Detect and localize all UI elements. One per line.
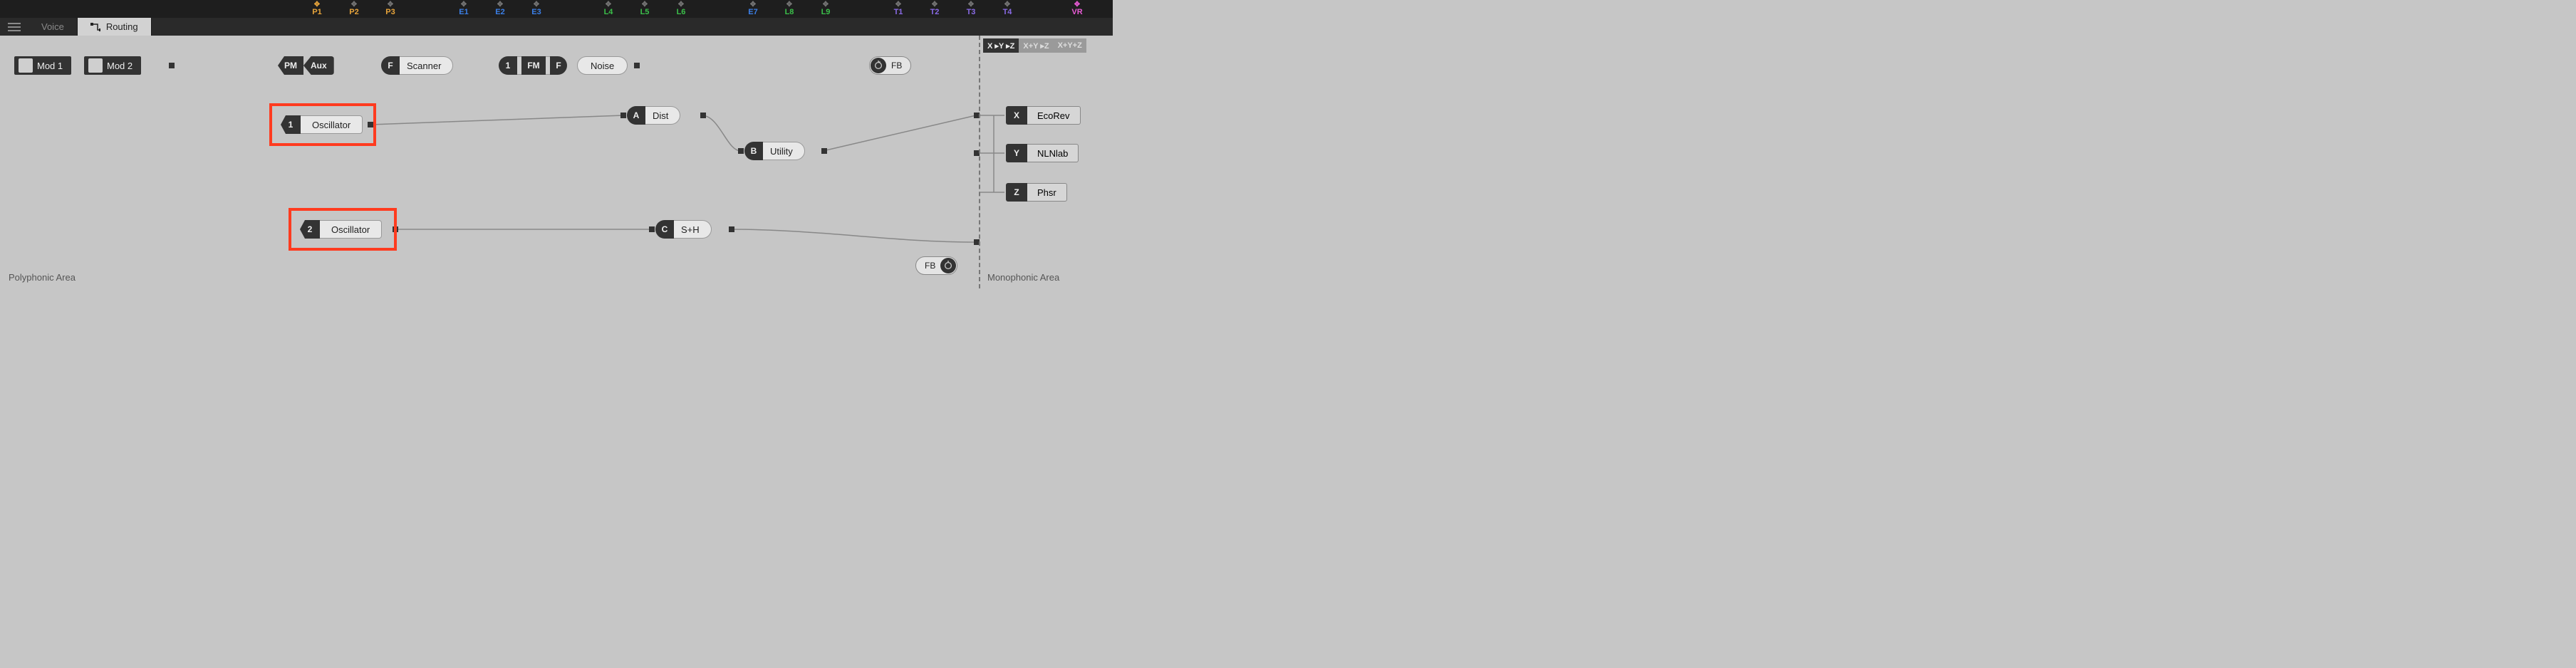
mono-z-cap: Z — [1006, 183, 1027, 202]
node-noise[interactable]: Noise — [577, 56, 628, 75]
node-osc2-cap: 2 — [300, 220, 320, 239]
macro-e2[interactable]: ✥E2 — [492, 0, 509, 18]
node-pm-label: Aux — [303, 56, 334, 75]
mod1-button[interactable]: Mod 1 — [14, 56, 71, 75]
macro-t2[interactable]: ✥T2 — [926, 0, 943, 18]
area-divider — [979, 36, 980, 288]
node-scanner-cap: F — [381, 56, 400, 75]
mod1-label: Mod 1 — [37, 61, 71, 71]
mono-y-label: NLNlab — [1027, 144, 1079, 162]
macro-e1[interactable]: ✥E1 — [455, 0, 472, 18]
node-fm-1: 1 — [499, 56, 517, 75]
macro-t4[interactable]: ✥T4 — [999, 0, 1016, 18]
macro-p2[interactable]: ✥P2 — [346, 0, 363, 18]
macro-vr[interactable]: ✥VR — [1069, 0, 1086, 18]
node-b-cap: B — [744, 142, 763, 160]
macro-l9[interactable]: ✥L9 — [817, 0, 834, 18]
macro-t3[interactable]: ✥T3 — [962, 0, 980, 18]
node-fm-f: F — [550, 56, 567, 75]
mono-area-label: Monophonic Area — [987, 272, 1059, 283]
node-osc2-label: Oscillator — [320, 220, 382, 239]
macro-e7[interactable]: ✥E7 — [744, 0, 762, 18]
node-b[interactable]: B Utility — [744, 142, 805, 160]
mono-mode-selector[interactable]: X ▸Y ▸Z X+Y ▸Z X+Y+Z — [983, 38, 1086, 53]
mono-x-label: EcoRev — [1027, 106, 1081, 125]
mono-y[interactable]: Y NLNlab — [1006, 144, 1079, 162]
node-c-label: S+H — [674, 220, 712, 239]
macro-l6[interactable]: ✥L6 — [672, 0, 690, 18]
fb-top-label: FB — [887, 61, 910, 71]
node-a[interactable]: A Dist — [627, 106, 680, 125]
node-c-cap: C — [655, 220, 674, 239]
macro-l8[interactable]: ✥L8 — [781, 0, 798, 18]
mod1-checkbox[interactable] — [19, 58, 33, 73]
mod2-button[interactable]: Mod 2 — [84, 56, 141, 75]
menu-icon[interactable] — [0, 18, 28, 36]
mod2-checkbox[interactable] — [88, 58, 103, 73]
fb-bottom-knob[interactable] — [940, 258, 956, 273]
macro-toolbar: ✥P1 ✥P2 ✥P3 ✥E1 ✥E2 ✥E3 ✥L4 ✥L5 ✥L6 ✥E7 ✥L8 ✥L9 ✥T1 ✥… — [0, 0, 1113, 18]
routing-canvas[interactable]: Mod 1 Mod 2 PM Aux F Scanner 1 FM F Nois… — [0, 36, 1113, 288]
fb-top[interactable]: FB — [869, 56, 911, 75]
tab-row: Voice Routing — [0, 18, 1113, 36]
tab-routing[interactable]: Routing — [78, 18, 152, 36]
mono-x-cap: X — [1006, 106, 1027, 125]
node-pm-cap: PM — [278, 56, 303, 75]
node-fm-cap: FM — [521, 56, 546, 75]
tab-voice-label: Voice — [41, 21, 64, 32]
mono-y-cap: Y — [1006, 144, 1027, 162]
mode-x-y-z[interactable]: X+Y+Z — [1054, 38, 1086, 53]
routing-icon — [90, 22, 100, 32]
tab-routing-label: Routing — [106, 21, 138, 32]
node-scanner-label: Scanner — [400, 56, 453, 75]
macro-l5[interactable]: ✥L5 — [636, 0, 653, 18]
node-osc2[interactable]: 2 Oscillator — [300, 220, 382, 239]
fb-top-knob[interactable] — [871, 58, 886, 73]
node-fm-cluster[interactable]: 1 FM F — [499, 56, 567, 75]
tab-voice[interactable]: Voice — [28, 18, 78, 36]
poly-area-label: Polyphonic Area — [9, 272, 76, 283]
mono-z[interactable]: Z Phsr — [1006, 183, 1067, 202]
macro-p3[interactable]: ✥P3 — [382, 0, 399, 18]
mode-xyz[interactable]: X ▸Y ▸Z — [983, 38, 1019, 53]
node-a-cap: A — [627, 106, 645, 125]
node-pm-aux[interactable]: PM Aux — [278, 56, 334, 75]
node-c[interactable]: C S+H — [655, 220, 712, 239]
macro-p1[interactable]: ✥P1 — [308, 0, 326, 18]
mono-x[interactable]: X EcoRev — [1006, 106, 1081, 125]
mod2-label: Mod 2 — [107, 61, 141, 71]
macro-t1[interactable]: ✥T1 — [890, 0, 907, 18]
node-osc1-cap: 1 — [281, 115, 301, 134]
mode-xy-z[interactable]: X+Y ▸Z — [1019, 38, 1053, 53]
fb-bottom[interactable]: FB — [915, 256, 957, 275]
node-a-label: Dist — [645, 106, 680, 125]
mono-z-label: Phsr — [1027, 183, 1067, 202]
node-osc1[interactable]: 1 Oscillator — [281, 115, 363, 134]
macro-e3[interactable]: ✥E3 — [528, 0, 545, 18]
fb-bottom-label: FB — [916, 261, 940, 271]
macro-l4[interactable]: ✥L4 — [600, 0, 617, 18]
node-noise-label: Noise — [577, 56, 628, 75]
node-b-label: Utility — [763, 142, 805, 160]
node-scanner[interactable]: F Scanner — [381, 56, 453, 75]
node-osc1-label: Oscillator — [301, 115, 363, 134]
